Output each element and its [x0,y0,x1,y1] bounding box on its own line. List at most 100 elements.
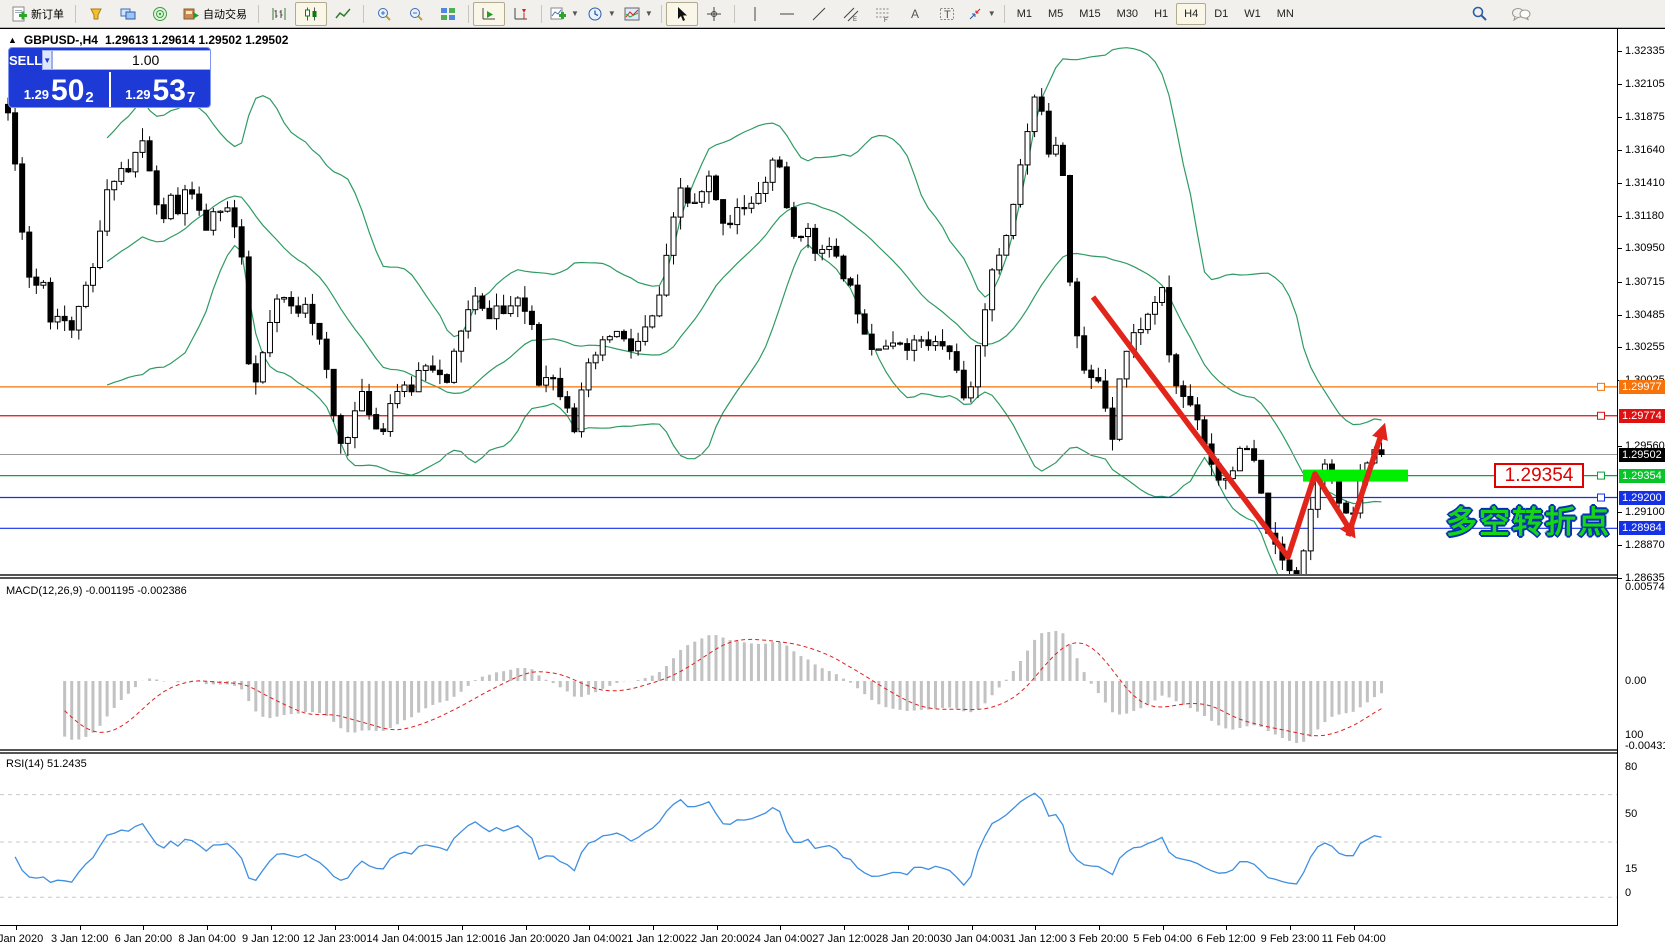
time-tick-label: 9 Feb 23:00 [1260,933,1320,945]
red-zigzag-annotation[interactable] [1090,295,1356,560]
timeframe-h1-button[interactable]: H1 [1154,7,1169,20]
price-tick-label: 1.30950 [1625,242,1665,255]
indicators-button[interactable]: ▼ [546,2,583,26]
candle-body [812,227,819,254]
timeframe-d1-button[interactable]: D1 [1214,7,1229,20]
time-tick-label: 3 Feb 20:00 [1069,933,1129,945]
timeframe-w1-button[interactable]: W1 [1244,7,1261,20]
zoom-out-button[interactable] [400,2,432,26]
auto-trading-button[interactable]: 自动交易 [176,2,254,26]
candle-body [1031,96,1038,133]
candle-body [139,140,146,153]
dropdown-caret: ▼ [607,9,616,18]
price-callout-box[interactable]: 1.29354 [1494,463,1584,488]
time-axis[interactable]: 2 Jan 2020 3 Jan 12:00 6 Jan 20:00 8 Jan 04… [0,925,1665,950]
candle-body [1244,447,1250,451]
timeframe-m15-button[interactable]: M15 [1079,7,1101,20]
candle-body [408,384,415,393]
trade-panel-price-row: 1.29 50 2 1.29 53 7 [9,72,210,107]
line-handle[interactable] [1597,493,1605,502]
line-chart-icon [335,6,351,22]
line-handle[interactable] [1597,471,1605,480]
text-tool-button[interactable]: A [899,2,931,26]
volume-decrease-button[interactable]: ▼ [42,50,53,70]
time-tick-mark [589,926,591,930]
price-tick-label: 1.32105 [1625,77,1665,90]
candle-body [316,322,323,340]
line-chart-button[interactable] [327,2,359,26]
vertical-line-tool-button[interactable] [739,2,771,26]
candle-body [182,189,188,215]
cursor-tool-button[interactable] [665,1,698,26]
pane-splitter[interactable] [0,574,1665,579]
price-marker-label: 1.29774 [1619,408,1665,423]
fibonacci-tool-button[interactable]: F [867,2,899,26]
auto-scroll-button[interactable] [473,1,505,26]
new-order-button[interactable]: 新订单 [4,2,71,26]
candle-body [1251,448,1258,461]
periods-button[interactable]: ▼ [583,2,620,26]
line-handle[interactable] [1597,411,1605,420]
price-axis[interactable]: 1.32335 1.32105 1.31875 1.31640 1.31410 1.311… [1617,29,1665,926]
candlestick-chart-button[interactable] [295,1,327,26]
red-up-arrow-annotation[interactable] [1345,422,1388,537]
time-tick-label: 12 Jan 23:00 [302,933,367,945]
bar-chart-button[interactable] [263,2,295,26]
chat-button[interactable] [1505,2,1537,26]
green-support-zone[interactable] [1303,469,1408,482]
line-handle[interactable] [1597,382,1605,391]
zoom-in-button[interactable] [368,2,400,26]
volume-input[interactable] [52,50,210,70]
timeframe-m1-button[interactable]: M1 [1016,7,1032,20]
channel-tool-button[interactable]: E [835,2,867,26]
price-tick-label: 1.32335 [1625,45,1665,57]
price-tick-label: 1.31640 [1625,143,1665,156]
toolbar-separator [541,4,542,23]
candle-body [797,235,804,239]
candle-body [387,403,394,433]
timeframe-mn-button[interactable]: MN [1276,7,1294,20]
timeframe-h4-button[interactable]: H4 [1176,2,1207,25]
shapes-tool-button[interactable]: ▼ [963,2,1000,26]
tile-windows-button[interactable] [432,2,464,26]
time-tick-mark [653,926,654,930]
sell-price-button[interactable]: 1.29 50 2 [9,72,109,107]
chinese-note-text[interactable]: 多空转折点 [1446,505,1611,540]
timeframe-m30-button[interactable]: M30 [1116,7,1139,20]
horizontal-line-tool-button[interactable] [771,2,803,26]
candle-body [833,245,840,257]
market-watch-button[interactable] [112,2,144,26]
bar-chart-icon [271,6,287,22]
candle-body [670,216,677,256]
sell-button[interactable]: SELL [9,52,43,68]
search-button[interactable] [1463,2,1495,26]
macd-pane[interactable] [0,580,1617,749]
vertical-line-icon [747,6,763,22]
collapse-marker-icon[interactable]: ▲ [8,35,17,45]
signals-button[interactable] [144,2,176,26]
buy-price-button[interactable]: 1.29 53 7 [110,72,210,107]
price-tick-mark [1618,578,1622,579]
crosshair-tool-button[interactable] [698,2,730,26]
time-tick-mark [461,926,463,930]
candle-body [691,201,698,204]
candle-body [351,410,358,439]
time-tick-label: 20 Jan 04:00 [557,933,622,945]
main-price-chart[interactable] [0,29,1617,576]
candle-body [1166,287,1173,356]
time-tick-mark [1162,926,1164,930]
macd-axis-label: -0.004319 [1625,740,1665,752]
label-tool-button[interactable]: T [931,2,963,26]
templates-button[interactable]: ▼ [620,2,657,26]
timeframe-m5-button[interactable]: M5 [1047,7,1064,20]
candle-body [840,255,847,280]
zoom-out-icon [408,6,424,22]
pane-splitter[interactable] [0,749,1665,754]
candle-body [613,330,620,338]
trendline-tool-button[interactable] [803,2,835,26]
line-handle[interactable] [1597,524,1605,533]
chart-shift-button[interactable] [505,2,537,26]
time-tick-mark [525,926,527,930]
styler-button[interactable] [80,2,112,26]
rsi-pane[interactable] [0,754,1617,926]
